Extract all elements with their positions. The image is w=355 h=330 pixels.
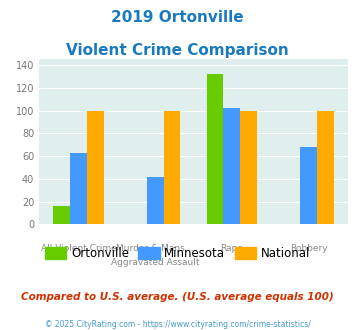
Legend: Ortonville, Minnesota, National: Ortonville, Minnesota, National [40,242,315,265]
Bar [317,111,334,224]
Bar [164,111,180,224]
Bar [147,177,164,224]
Text: Robbery: Robbery [290,244,327,253]
Text: Aggravated Assault: Aggravated Assault [111,258,200,267]
Text: 2019 Ortonville: 2019 Ortonville [111,10,244,25]
Bar [240,111,257,224]
Bar [53,206,70,224]
Bar [207,74,223,224]
Bar [87,111,104,224]
Text: All Violent Crime: All Violent Crime [40,244,116,253]
Bar [223,108,240,224]
Text: Violent Crime Comparison: Violent Crime Comparison [66,43,289,58]
Text: Murder & Mans...: Murder & Mans... [116,244,194,253]
Text: Rape: Rape [220,244,243,253]
Bar [70,153,87,224]
Bar [300,147,317,224]
Text: © 2025 CityRating.com - https://www.cityrating.com/crime-statistics/: © 2025 CityRating.com - https://www.city… [45,320,310,329]
Text: Compared to U.S. average. (U.S. average equals 100): Compared to U.S. average. (U.S. average … [21,292,334,302]
